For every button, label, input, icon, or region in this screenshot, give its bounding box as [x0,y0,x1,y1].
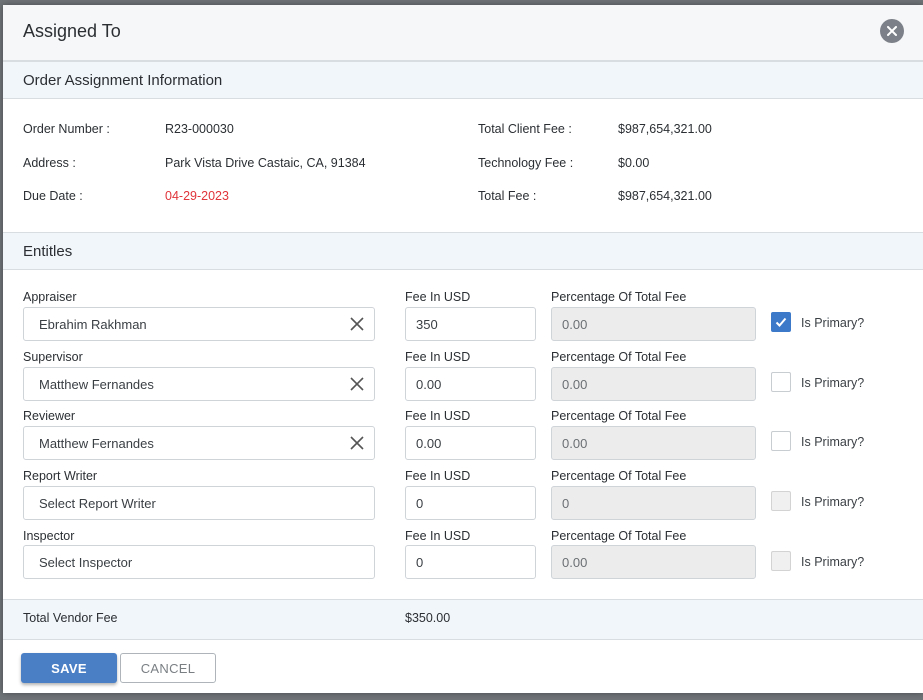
reviewer-fee-label: Fee In USD [405,409,471,423]
report-writer-placeholder: Select Report Writer [39,495,156,511]
address-value: Park Vista Drive Castaic, CA, 91384 [165,156,366,170]
clear-x-icon[interactable] [350,377,364,391]
appraiser-label: Appraiser [23,290,77,304]
modal-header: Assigned To [3,5,923,61]
inspector-primary-checkbox [771,551,791,571]
total-client-fee-value: $987,654,321.00 [618,122,712,136]
supervisor-fee-value: 0.00 [416,376,442,392]
inspector-primary-label: Is Primary? [801,555,865,569]
clear-x-icon[interactable] [350,436,364,450]
inspector-fee-value: 0 [416,554,424,570]
report-writer-select[interactable]: Select Report Writer [23,486,375,520]
inspector-percentage-input: 0.00 [551,545,756,579]
inspector-placeholder: Select Inspector [39,554,133,570]
checkmark-icon [775,317,787,327]
report-writer-percentage-value: 0 [562,495,570,511]
total-vendor-fee-bar: Total Vendor Fee $350.00 [3,599,923,640]
reviewer-percentage-input: 0.00 [551,426,756,460]
supervisor-primary-label: Is Primary? [801,376,865,390]
order-info-section-header: Order Assignment Information [3,61,923,99]
inspector-percentage-label: Percentage Of Total Fee [551,529,687,543]
technology-fee-value: $0.00 [618,156,650,170]
supervisor-percentage-value: 0.00 [562,376,588,392]
report-writer-percentage-input: 0 [551,486,756,520]
order-info-heading: Order Assignment Information [23,72,223,89]
reviewer-percentage-label: Percentage Of Total Fee [551,409,687,423]
address-label: Address : [23,156,76,170]
supervisor-primary-checkbox[interactable] [771,372,791,392]
total-fee-label: Total Fee : [478,189,537,203]
supervisor-label: Supervisor [23,350,83,364]
report-writer-primary-label: Is Primary? [801,495,865,509]
close-button[interactable] [880,19,904,43]
due-date-label: Due Date : [23,189,83,203]
supervisor-fee-label: Fee In USD [405,350,471,364]
appraiser-primary-checkbox[interactable] [771,312,791,332]
total-client-fee-label: Total Client Fee : [478,122,572,136]
appraiser-percentage-label: Percentage Of Total Fee [551,290,687,304]
report-writer-percentage-label: Percentage Of Total Fee [551,469,687,483]
reviewer-value: Matthew Fernandes [39,435,154,451]
inspector-fee-input[interactable]: 0 [405,545,536,579]
due-date-value: 04-29-2023 [165,189,229,203]
appraiser-percentage-input: 0.00 [551,307,756,341]
appraiser-select[interactable]: Ebrahim Rakhman [23,307,375,341]
report-writer-fee-input[interactable]: 0 [405,486,536,520]
inspector-fee-label: Fee In USD [405,529,471,543]
report-writer-fee-label: Fee In USD [405,469,471,483]
close-icon [887,26,897,36]
reviewer-fee-value: 0.00 [416,435,442,451]
inspector-percentage-value: 0.00 [562,554,588,570]
inspector-select[interactable]: Select Inspector [23,545,375,579]
report-writer-primary-checkbox [771,491,791,511]
appraiser-percentage-value: 0.00 [562,316,588,332]
report-writer-label: Report Writer [23,469,98,483]
appraiser-primary-label: Is Primary? [801,316,865,330]
supervisor-fee-input[interactable]: 0.00 [405,367,536,401]
cancel-button[interactable]: CANCEL [120,653,216,683]
entities-section-header: Entitles [3,232,923,270]
assigned-to-modal: Assigned To Order Assignment Information… [3,5,923,693]
supervisor-percentage-input: 0.00 [551,367,756,401]
reviewer-fee-input[interactable]: 0.00 [405,426,536,460]
total-vendor-fee-value: $350.00 [405,611,451,625]
modal-title: Assigned To [23,21,121,41]
reviewer-primary-checkbox[interactable] [771,431,791,451]
technology-fee-label: Technology Fee : [478,156,574,170]
clear-x-icon[interactable] [350,317,364,331]
order-number-value: R23-000030 [165,122,234,136]
reviewer-select[interactable]: Matthew Fernandes [23,426,375,460]
reviewer-primary-label: Is Primary? [801,435,865,449]
total-fee-value: $987,654,321.00 [618,189,712,203]
inspector-label: Inspector [23,529,75,543]
appraiser-fee-label: Fee In USD [405,290,471,304]
appraiser-fee-input[interactable]: 350 [405,307,536,341]
report-writer-fee-value: 0 [416,495,424,511]
supervisor-value: Matthew Fernandes [39,376,154,392]
supervisor-select[interactable]: Matthew Fernandes [23,367,375,401]
reviewer-percentage-value: 0.00 [562,435,588,451]
appraiser-value: Ebrahim Rakhman [39,316,147,332]
supervisor-percentage-label: Percentage Of Total Fee [551,350,687,364]
appraiser-fee-value: 350 [416,316,438,332]
entities-heading: Entitles [23,243,73,260]
save-button[interactable]: SAVE [21,653,117,683]
total-vendor-fee-label: Total Vendor Fee [23,611,118,625]
order-number-label: Order Number : [23,122,110,136]
reviewer-label: Reviewer [23,409,76,423]
